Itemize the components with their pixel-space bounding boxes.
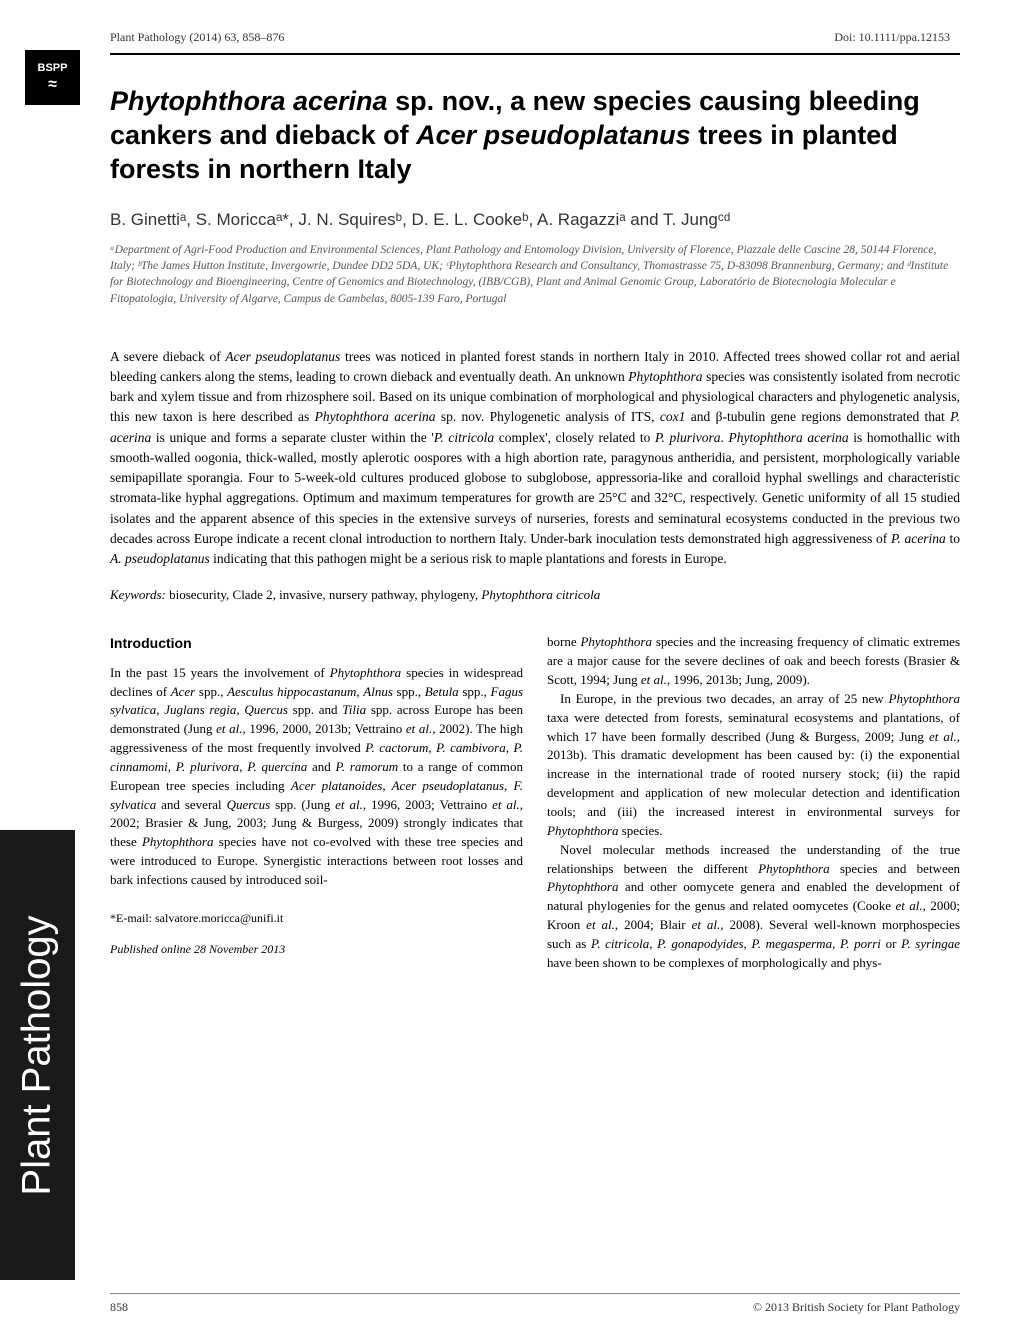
corresponding-email: *E-mail: salvatore.moricca@unifi.it <box>110 910 523 927</box>
authors: B. Ginettiᵃ, S. Moriccaᵃ*, J. N. Squires… <box>110 210 960 230</box>
col2-para-3: Novel molecular methods increased the un… <box>547 841 960 973</box>
col2-para-2: In Europe, in the previous two decades, … <box>547 690 960 841</box>
publication-date: Published online 28 November 2013 <box>110 941 523 958</box>
page-number: 858 <box>110 1300 128 1315</box>
running-header: Plant Pathology (2014) 63, 858–876 Doi: … <box>110 30 960 45</box>
copyright: © 2013 British Society for Plant Patholo… <box>753 1300 960 1315</box>
title-species-1: Phytophthora acerina <box>110 86 388 116</box>
bspp-logo: BSPP ≈ <box>25 50 80 105</box>
header-divider <box>110 53 960 55</box>
journal-ref: Plant Pathology (2014) 63, 858–876 <box>110 30 284 45</box>
body-columns: Introduction In the past 15 years the in… <box>110 633 960 972</box>
keywords-text: biosecurity, Clade 2, invasive, nursery … <box>166 587 482 602</box>
column-left: Introduction In the past 15 years the in… <box>110 633 523 972</box>
abstract: A severe dieback of Acer pseudoplatanus … <box>110 347 960 570</box>
intro-heading: Introduction <box>110 633 523 653</box>
article-title: Phytophthora acerina sp. nov., a new spe… <box>110 85 960 186</box>
affiliations: ᵃDepartment of Agri-Food Production and … <box>110 242 960 306</box>
column-right: borne Phytophthora species and the incre… <box>547 633 960 972</box>
keywords-species: Phytophthora citricola <box>481 587 600 602</box>
col2-para-1: borne Phytophthora species and the incre… <box>547 633 960 690</box>
intro-para-1: In the past 15 years the involvement of … <box>110 664 523 890</box>
keywords-label: Keywords: <box>110 587 166 602</box>
page-footer: 858 © 2013 British Society for Plant Pat… <box>110 1293 960 1315</box>
keywords: Keywords: biosecurity, Clade 2, invasive… <box>110 587 960 603</box>
doi: Doi: 10.1111/ppa.12153 <box>834 30 950 45</box>
logo-leaf-icon: ≈ <box>48 76 57 94</box>
journal-name: Plant Pathology <box>15 915 60 1195</box>
logo-text: BSPP <box>38 62 68 74</box>
journal-sidebar-tab: Plant Pathology <box>0 830 75 1280</box>
title-species-2: Acer pseudoplatanus <box>416 120 691 150</box>
